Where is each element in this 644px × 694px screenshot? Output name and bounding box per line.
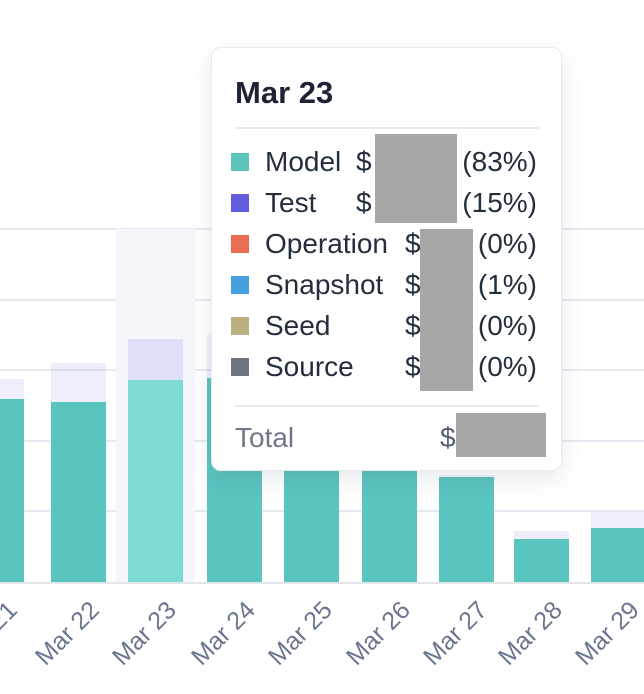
series-label: Test [265,186,317,218]
chart-tooltip: Mar 23 Model $ (83%) Test $ (15%) Operation $ (0… [211,47,562,471]
bar-segment-test[interactable] [514,531,569,539]
redaction-box-other-values [420,229,473,391]
tooltip-row-model: Model $ (83%) [212,141,561,182]
redaction-box-model-test-values [375,134,457,223]
series-color-swatch [231,357,249,376]
tooltip-row-snapshot: Snapshot $ (1%) [212,264,561,305]
series-label: Model [265,145,342,177]
bar-segment-test[interactable] [51,363,106,402]
bar-segment-test[interactable] [128,339,183,380]
series-label: Source [265,350,354,382]
bar-segment-test[interactable] [439,475,494,477]
series-amount-currency: $ [405,350,421,382]
tooltip-divider [235,405,539,407]
series-color-swatch [231,193,249,212]
bar-segment-model[interactable] [0,399,24,582]
series-percentage: (83%) [462,145,537,177]
x-axis-line [0,582,644,584]
bar-segment-model[interactable] [591,528,644,582]
tooltip-series-rows: Model $ (83%) Test $ (15%) Operation $ (0%) Snaps… [212,141,561,387]
tooltip-row-source: Source $ (0%) [212,346,561,387]
bar-segment-test[interactable] [591,512,644,528]
series-amount-currency: $ [356,145,372,177]
tooltip-total-label: Total [235,422,295,453]
series-percentage: (0%) [477,227,537,259]
bar-segment-model[interactable] [362,468,417,582]
series-amount-currency: $ [356,186,372,218]
tooltip-row-operation: Operation $ (0%) [212,223,561,264]
series-percentage: (0%) [477,350,537,382]
tooltip-row-test: Test $ (15%) [212,182,561,223]
series-amount-currency: $ [405,268,421,300]
series-label: Seed [265,309,331,341]
series-color-swatch [231,152,249,171]
bar-segment-model[interactable] [439,477,494,582]
tooltip-total-row: Total $ [212,416,561,460]
series-color-swatch [231,234,249,253]
series-label: Snapshot [265,268,384,300]
tooltip-divider [235,127,539,129]
bar-segment-model[interactable] [128,380,183,582]
tooltip-date-title: Mar 23 [235,75,334,110]
series-color-swatch [231,316,249,335]
bar-segment-model[interactable] [51,402,106,582]
series-label: Operation [265,227,388,259]
redaction-box-total-value [456,413,546,457]
bar-segment-test[interactable] [0,379,24,399]
bar-segment-model[interactable] [284,465,339,582]
tooltip-total-currency: $ [440,422,456,453]
series-amount-currency: $ [405,227,421,259]
series-amount-currency: $ [405,309,421,341]
series-percentage: (0%) [477,309,537,341]
series-percentage: (15%) [462,186,537,218]
tooltip-row-seed: Seed $ (0%) [212,305,561,346]
bar-segment-model[interactable] [514,539,569,582]
series-percentage: (1%) [477,268,537,300]
series-color-swatch [231,275,249,294]
